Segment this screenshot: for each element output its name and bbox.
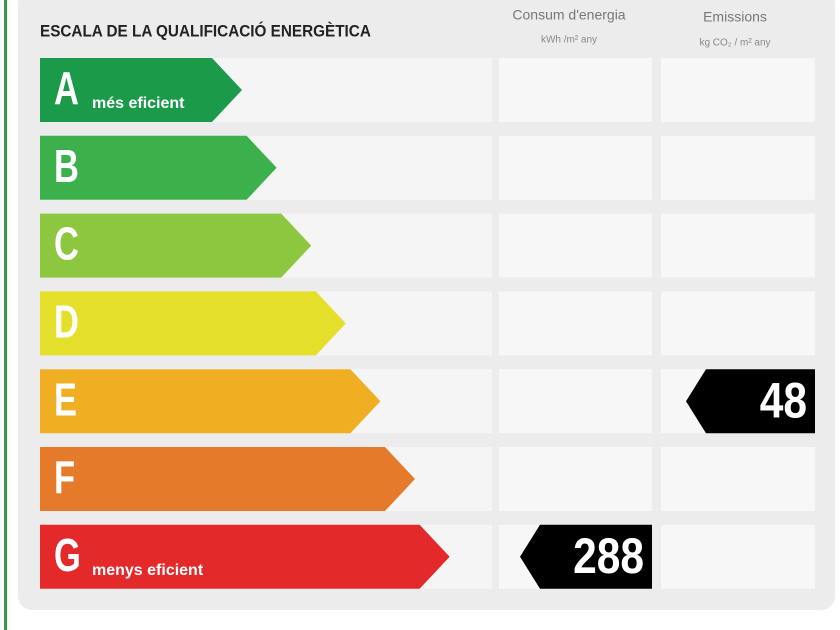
rating-letter: G <box>54 529 81 581</box>
rating-arrow <box>40 291 346 356</box>
value: 48 <box>760 372 807 428</box>
rating-letter: E <box>54 373 77 425</box>
emissions-cell <box>661 135 815 200</box>
rating-letter: B <box>54 140 79 192</box>
rating-arrow <box>40 58 242 122</box>
consumption-cell <box>499 369 652 434</box>
rating-arrow <box>40 135 277 200</box>
emissions-cell <box>661 447 815 511</box>
value-badge <box>520 524 652 589</box>
rating-letter: A <box>54 62 79 114</box>
consumption-cell <box>499 291 652 356</box>
emissions-cell <box>661 58 815 122</box>
value-badge <box>686 369 815 434</box>
emissions-cell <box>661 291 815 356</box>
consumption-cell <box>499 447 652 511</box>
rating-arrow <box>40 524 450 589</box>
rating-letter: D <box>54 296 79 348</box>
emissions-cell <box>661 524 815 589</box>
rating-label: més eficient <box>92 95 185 112</box>
edge-line <box>4 0 7 630</box>
consumption-cell <box>499 213 652 278</box>
column-unit: kWh /m² any <box>541 35 597 46</box>
title: ESCALA DE LA QUALIFICACIÓ ENERGÈTICA <box>40 21 371 41</box>
rating-arrow <box>40 447 415 511</box>
consumption-cell <box>499 58 652 122</box>
rating-arrow <box>40 213 312 278</box>
rating-arrow <box>40 369 381 434</box>
value: 288 <box>573 528 644 584</box>
consumption-cell <box>499 135 652 200</box>
rating-letter: F <box>54 451 75 503</box>
rating-label: menys eficient <box>92 562 204 579</box>
column-title: Emissions <box>703 9 767 25</box>
column-title: Consum d'energia <box>512 7 625 23</box>
rating-letter: C <box>54 218 79 270</box>
column-unit: kg CO₂ / m² any <box>699 38 770 49</box>
emissions-cell <box>661 213 815 278</box>
